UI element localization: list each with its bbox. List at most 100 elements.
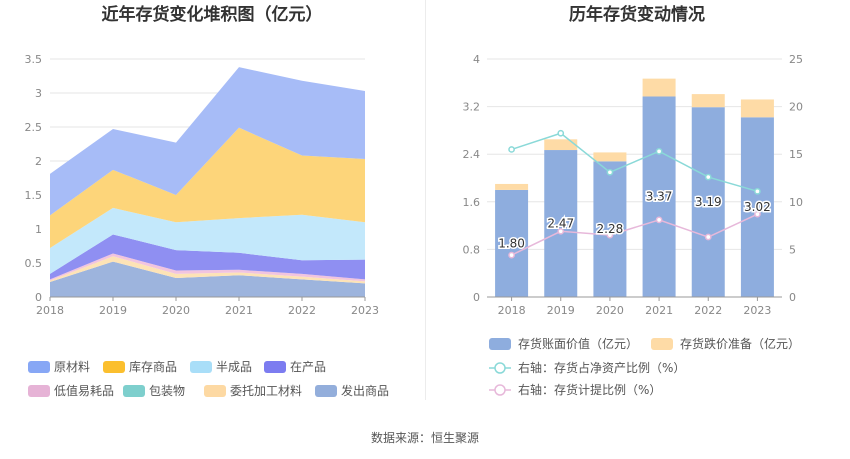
area-series-在产品 bbox=[50, 234, 365, 280]
legend-label-发出商品: 发出商品 bbox=[341, 383, 389, 398]
left-y-tick-label: 3.5 bbox=[25, 53, 43, 66]
bar-存货账面价值（亿元）-2020 bbox=[593, 161, 627, 297]
area-series-发出商品 bbox=[50, 261, 365, 297]
legend-swatch-bar-1 bbox=[651, 338, 673, 350]
legend-label-委托加工材料: 委托加工材料 bbox=[230, 384, 302, 398]
legend-label-库存商品: 库存商品 bbox=[129, 359, 177, 374]
right-x-tick-label: 2018 bbox=[498, 304, 526, 317]
line-point-右轴：存货占净资产比例（%） bbox=[508, 146, 515, 153]
legend-label-低值易耗品: 低值易耗品 bbox=[54, 383, 114, 398]
line-point-右轴：存货计提比例（%） bbox=[606, 231, 614, 239]
right-y-right-tick-label: 15 bbox=[789, 148, 803, 161]
line-point-右轴：存货占净资产比例（%） bbox=[655, 147, 663, 155]
right-x-tick-label: 2023 bbox=[743, 304, 771, 317]
left-y-tick-label: 0 bbox=[35, 291, 42, 304]
right-y-left-tick-label: 3.2 bbox=[463, 101, 481, 114]
bar-data-label: 3.37 bbox=[646, 190, 673, 204]
legend-marker-line-0 bbox=[494, 362, 506, 374]
inventory-change-chart: 历年存货变动情况 0 0.8 1.6 2.4 3.2 4 0 5 10 15 20 25 2018 2019… bbox=[463, 4, 804, 397]
line-point-右轴：存货计提比例（%） bbox=[704, 233, 712, 241]
left-x-tick-label: 2022 bbox=[288, 304, 316, 317]
legend-swatch-在产品 bbox=[264, 361, 286, 373]
right-y-left-tick-label: 0.8 bbox=[463, 243, 481, 256]
legend-swatch-包装物 bbox=[123, 385, 145, 397]
right-x-tick-label: 2021 bbox=[645, 304, 673, 317]
right-y-left-tick-label: 2.4 bbox=[463, 148, 481, 161]
line-point-右轴：存货占净资产比例（%） bbox=[704, 173, 712, 181]
line-point-右轴：存货占净资产比例（%） bbox=[754, 187, 761, 195]
line-point-右轴：存货计提比例（%） bbox=[655, 216, 663, 224]
legend-swatch-原材料 bbox=[28, 361, 50, 373]
left-x-tick-label: 2018 bbox=[36, 304, 64, 317]
bar-存货账面价值（亿元）-2022 bbox=[691, 107, 725, 297]
legend-swatch-委托加工材料 bbox=[204, 385, 226, 397]
left-x-tick-label: 2019 bbox=[99, 304, 127, 317]
left-x-tick-label: 2023 bbox=[351, 304, 379, 317]
bar-存货账面价值（亿元）-2023 bbox=[740, 117, 774, 297]
right-y-left-tick-label: 1.6 bbox=[463, 196, 481, 209]
legend-swatch-库存商品 bbox=[103, 361, 125, 373]
area-series-原材料 bbox=[50, 67, 365, 216]
bar-data-label: 3.19 bbox=[695, 195, 722, 209]
area-series-库存商品 bbox=[50, 127, 365, 249]
right-y-right-tick-label: 0 bbox=[789, 291, 796, 304]
right-x-tick-label: 2020 bbox=[596, 304, 624, 317]
right-y-left-tick-label: 4 bbox=[473, 53, 480, 66]
right-x-tick-label: 2022 bbox=[694, 304, 722, 317]
line-point-右轴：存货计提比例（%） bbox=[754, 210, 761, 218]
legend-label-在产品: 在产品 bbox=[290, 360, 326, 374]
bar-存货跌价准备（亿元）-2021 bbox=[642, 78, 676, 97]
left-x-tick-label: 2021 bbox=[225, 304, 253, 317]
legend-swatch-发出商品 bbox=[315, 385, 337, 397]
left-y-tick-label: 0.5 bbox=[25, 257, 43, 270]
area-series-低值易耗品 bbox=[50, 253, 365, 282]
left-y-tick-label: 1 bbox=[35, 223, 42, 236]
legend-label-原材料: 原材料 bbox=[54, 360, 90, 374]
bar-data-label: 2.47 bbox=[547, 217, 574, 231]
legend-swatch-半成品 bbox=[190, 361, 212, 373]
right-y-right-tick-label: 25 bbox=[789, 53, 803, 66]
legend-swatch-低值易耗品 bbox=[28, 385, 50, 397]
data-source-note: 数据来源：恒生聚源 bbox=[370, 431, 479, 445]
legend-marker-line-1 bbox=[494, 384, 506, 396]
right-y-right-tick-label: 20 bbox=[789, 101, 803, 114]
line-series-右轴：存货占净资产比例（%） bbox=[511, 132, 758, 193]
left-x-tick-label: 2020 bbox=[162, 304, 190, 317]
legend-swatch-bar-0 bbox=[489, 338, 511, 350]
left-y-tick-label: 2.5 bbox=[25, 121, 43, 134]
chart-divider bbox=[425, 0, 426, 400]
bar-存货跌价准备（亿元）-2023 bbox=[740, 99, 774, 118]
left-y-tick-label: 3 bbox=[35, 87, 42, 100]
area-series-半成品 bbox=[50, 207, 365, 274]
inventory-stack-chart: 近年存货变化堆积图（亿元） 0 0.5 1 1.5 2 2.5 3 3.5 2018 2019 202… bbox=[25, 4, 390, 398]
right-x-tick-label: 2019 bbox=[547, 304, 575, 317]
line-series-右轴：存货计提比例（%） bbox=[511, 213, 758, 256]
line-point-右轴：存货计提比例（%） bbox=[508, 251, 515, 259]
right-y-right-tick-label: 10 bbox=[789, 196, 803, 209]
right-y-right-tick-label: 5 bbox=[789, 243, 796, 256]
bar-存货跌价准备（亿元）-2020 bbox=[593, 152, 627, 162]
legend-label-line-1: 右轴：存货计提比例（%） bbox=[518, 382, 661, 397]
legend-label-bar-1: 存货跌价准备（亿元） bbox=[680, 336, 800, 351]
bar-data-label: 3.02 bbox=[744, 200, 771, 214]
left-y-tick-label: 2 bbox=[35, 155, 42, 168]
legend-label-line-0: 右轴：存货占净资产比例（%） bbox=[518, 360, 685, 375]
legend-label-半成品: 半成品 bbox=[216, 360, 252, 374]
left-chart-title: 近年存货变化堆积图（亿元） bbox=[102, 4, 323, 25]
line-point-右轴：存货计提比例（%） bbox=[557, 227, 565, 235]
bar-data-label: 1.80 bbox=[498, 236, 525, 250]
bar-存货跌价准备（亿元）-2018 bbox=[495, 183, 529, 190]
right-y-left-tick-label: 0 bbox=[473, 291, 480, 304]
line-point-右轴：存货占净资产比例（%） bbox=[606, 168, 614, 176]
right-chart-title: 历年存货变动情况 bbox=[569, 4, 705, 25]
legend-label-包装物: 包装物 bbox=[149, 384, 185, 398]
bar-存货账面价值（亿元）-2021 bbox=[642, 96, 676, 297]
bar-存货跌价准备（亿元）-2022 bbox=[691, 94, 725, 108]
bar-data-label: 2.28 bbox=[597, 222, 624, 236]
area-series-委托加工材料 bbox=[50, 256, 365, 284]
line-point-右轴：存货占净资产比例（%） bbox=[557, 129, 565, 137]
bar-存货账面价值（亿元）-2019 bbox=[544, 150, 578, 297]
bar-存货跌价准备（亿元）-2019 bbox=[544, 139, 578, 151]
bar-存货账面价值（亿元）-2018 bbox=[495, 189, 529, 297]
legend-label-bar-0: 存货账面价值（亿元） bbox=[518, 336, 638, 351]
